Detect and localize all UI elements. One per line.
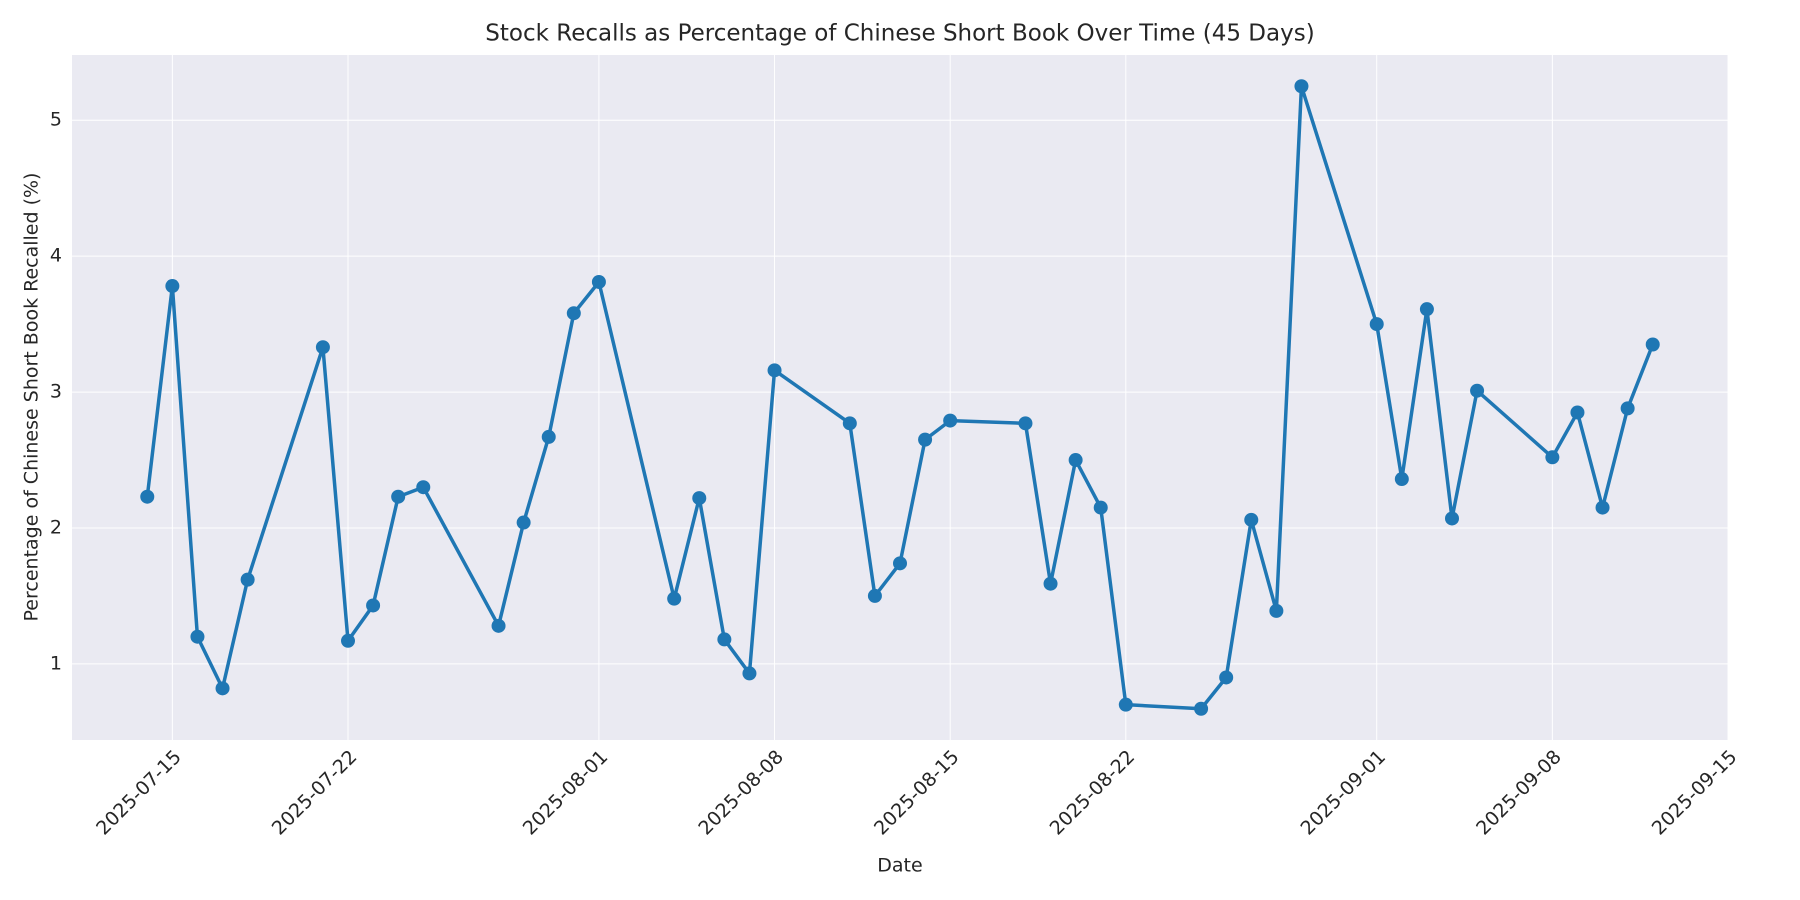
data-point [240, 572, 255, 587]
data-point [1269, 603, 1284, 618]
plot-area [72, 55, 1728, 740]
x-tick-label: 2025-08-01 [519, 746, 613, 840]
data-point [1369, 317, 1384, 332]
y-tick-label: 5 [50, 109, 62, 131]
data-point [1645, 337, 1660, 352]
data-point [717, 632, 732, 647]
y-tick-label: 4 [50, 245, 62, 267]
data-point [416, 480, 431, 495]
x-tick-label: 2025-09-08 [1472, 746, 1566, 840]
data-point [366, 598, 381, 613]
data-point [391, 489, 406, 504]
x-tick-label: 2025-09-01 [1297, 746, 1391, 840]
data-point [842, 416, 857, 431]
data-point [591, 274, 606, 289]
y-axis-label: Percentage of Chinese Short Book Recalle… [21, 173, 43, 622]
data-point [1294, 79, 1309, 94]
x-tick-label: 2025-08-22 [1046, 746, 1140, 840]
y-tick-label: 1 [50, 652, 62, 674]
data-point [1470, 383, 1485, 398]
chart-title: Stock Recalls as Percentage of Chinese S… [485, 21, 1314, 47]
data-point [692, 491, 707, 506]
y-tick-label: 2 [50, 516, 62, 538]
x-axis-label: Date [877, 855, 922, 877]
data-point [541, 429, 556, 444]
data-point [1194, 701, 1209, 716]
data-point [742, 666, 757, 681]
x-tick-label: 2025-09-15 [1648, 746, 1742, 840]
data-point [1244, 512, 1259, 527]
data-point [893, 556, 907, 571]
data-point [1419, 302, 1434, 317]
data-point [1018, 416, 1033, 431]
data-point [140, 489, 155, 504]
data-point [190, 629, 205, 644]
data-point [1445, 511, 1459, 526]
data-point [943, 413, 958, 428]
data-point [1219, 670, 1234, 685]
data-point [1043, 576, 1058, 591]
data-point [1394, 472, 1409, 487]
x-tick-label: 2025-08-08 [694, 746, 788, 840]
data-point [341, 633, 355, 648]
data-point [165, 279, 180, 294]
x-tick-label: 2025-08-15 [870, 746, 964, 840]
data-point [1570, 405, 1585, 420]
data-point [315, 340, 330, 355]
data-point [1093, 500, 1108, 515]
y-tick-label: 3 [50, 381, 62, 403]
data-point [867, 588, 882, 603]
data-point [918, 432, 933, 447]
data-point [516, 515, 531, 530]
data-point [1545, 450, 1560, 465]
data-point [566, 306, 581, 321]
data-point [1118, 697, 1133, 712]
data-point [215, 681, 230, 696]
x-tick-label: 2025-07-22 [268, 746, 362, 840]
x-tick-label: 2025-07-15 [92, 746, 186, 840]
data-point [767, 363, 782, 378]
data-point [667, 591, 682, 606]
data-point [1068, 453, 1083, 468]
data-point [1620, 401, 1635, 416]
data-point [491, 618, 506, 633]
data-point [1595, 500, 1610, 515]
